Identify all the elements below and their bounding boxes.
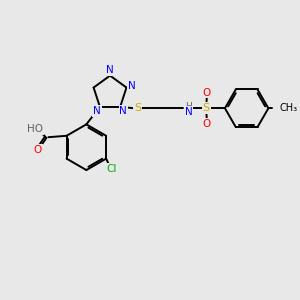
Text: O: O: [203, 88, 211, 98]
Text: S: S: [203, 103, 210, 113]
Text: CH₃: CH₃: [280, 103, 298, 113]
Text: HO: HO: [27, 124, 43, 134]
Text: O: O: [34, 145, 42, 155]
Text: H: H: [185, 102, 192, 111]
Text: N: N: [128, 81, 135, 91]
Text: O: O: [203, 119, 211, 129]
Text: N: N: [93, 106, 101, 116]
Text: N: N: [106, 65, 114, 75]
Text: N: N: [184, 107, 192, 117]
Text: S: S: [134, 103, 141, 113]
Text: N: N: [119, 106, 127, 116]
Text: Cl: Cl: [106, 164, 116, 174]
